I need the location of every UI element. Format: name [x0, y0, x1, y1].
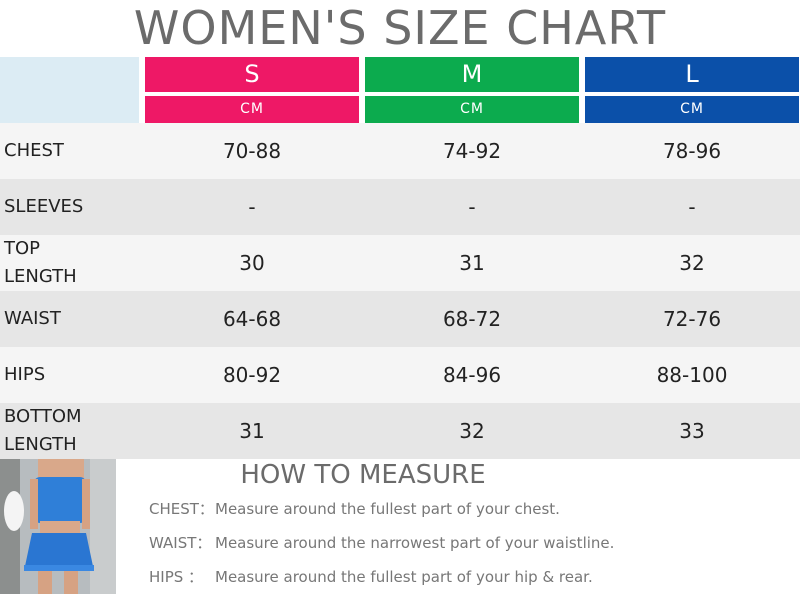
cell-l: - — [688, 195, 696, 219]
cell-s: 64-68 — [222, 307, 282, 331]
cell-s: 31 — [239, 419, 265, 443]
cell-m: 31 — [459, 251, 485, 275]
measure-text: Measure around the fullest part of your … — [215, 568, 593, 586]
unit-header-s: CM — [145, 96, 359, 123]
cell-s: 80-92 — [222, 363, 282, 387]
table-row-chest: CHEST 70-88 74-92 78-96 — [0, 123, 800, 179]
table-row-top-length: TOP LENGTH 30 31 32 — [0, 235, 800, 291]
product-photo — [0, 459, 116, 594]
cell-m: 84-96 — [442, 363, 502, 387]
model-illustration — [0, 459, 116, 594]
measure-item-waist: WAIST： Measure around the narrowest part … — [149, 532, 614, 553]
row-label: HIPS — [4, 364, 46, 385]
cell-l: 78-96 — [662, 139, 722, 163]
row-label: CHEST — [4, 140, 64, 161]
cell-m: 32 — [459, 419, 485, 443]
table-row-sleeves: SLEEVES - - - — [0, 179, 800, 235]
cell-s: 30 — [239, 251, 265, 275]
measure-item-hips: HIPS ： Measure around the fullest part of… — [149, 566, 593, 587]
page-title: WOMEN'S SIZE CHART — [133, 1, 667, 55]
row-label: SLEEVES — [4, 196, 84, 217]
cell-m: 74-92 — [442, 139, 502, 163]
measure-key: WAIST： — [149, 534, 212, 552]
table-row-hips: HIPS 80-92 84-96 88-100 — [0, 347, 800, 403]
table-row-waist: WAIST 64-68 68-72 72-76 — [0, 291, 800, 347]
size-header-m: M — [365, 57, 579, 92]
cell-l: 88-100 — [656, 363, 728, 387]
cell-s: 70-88 — [222, 139, 282, 163]
measure-item-chest: CHEST：Measure around the fullest part of… — [149, 498, 560, 519]
size-header-l: L — [585, 57, 799, 92]
cell-m: 68-72 — [442, 307, 502, 331]
measure-key: HIPS ： — [149, 568, 204, 586]
unit-header-l: CM — [585, 96, 799, 123]
measure-text: Measure around the fullest part of your … — [215, 500, 560, 518]
row-label: TOP LENGTH — [4, 238, 77, 287]
measure-text: Measure around the narrowest part of you… — [215, 534, 615, 552]
cell-l: 72-76 — [662, 307, 722, 331]
cell-m: - — [468, 195, 476, 219]
how-to-measure-title: HOW TO MEASURE — [240, 460, 486, 490]
size-header-s: S — [145, 57, 359, 92]
table-row-bottom-length: BOTTOM LENGTH 31 32 33 — [0, 403, 800, 459]
row-label: BOTTOM LENGTH — [4, 406, 82, 455]
table-corner — [0, 57, 139, 123]
unit-header-m: CM — [365, 96, 579, 123]
row-label: WAIST — [4, 308, 61, 329]
cell-l: 32 — [679, 251, 705, 275]
cell-s: - — [248, 195, 256, 219]
cell-l: 33 — [679, 419, 705, 443]
measure-key: CHEST： — [149, 500, 214, 518]
